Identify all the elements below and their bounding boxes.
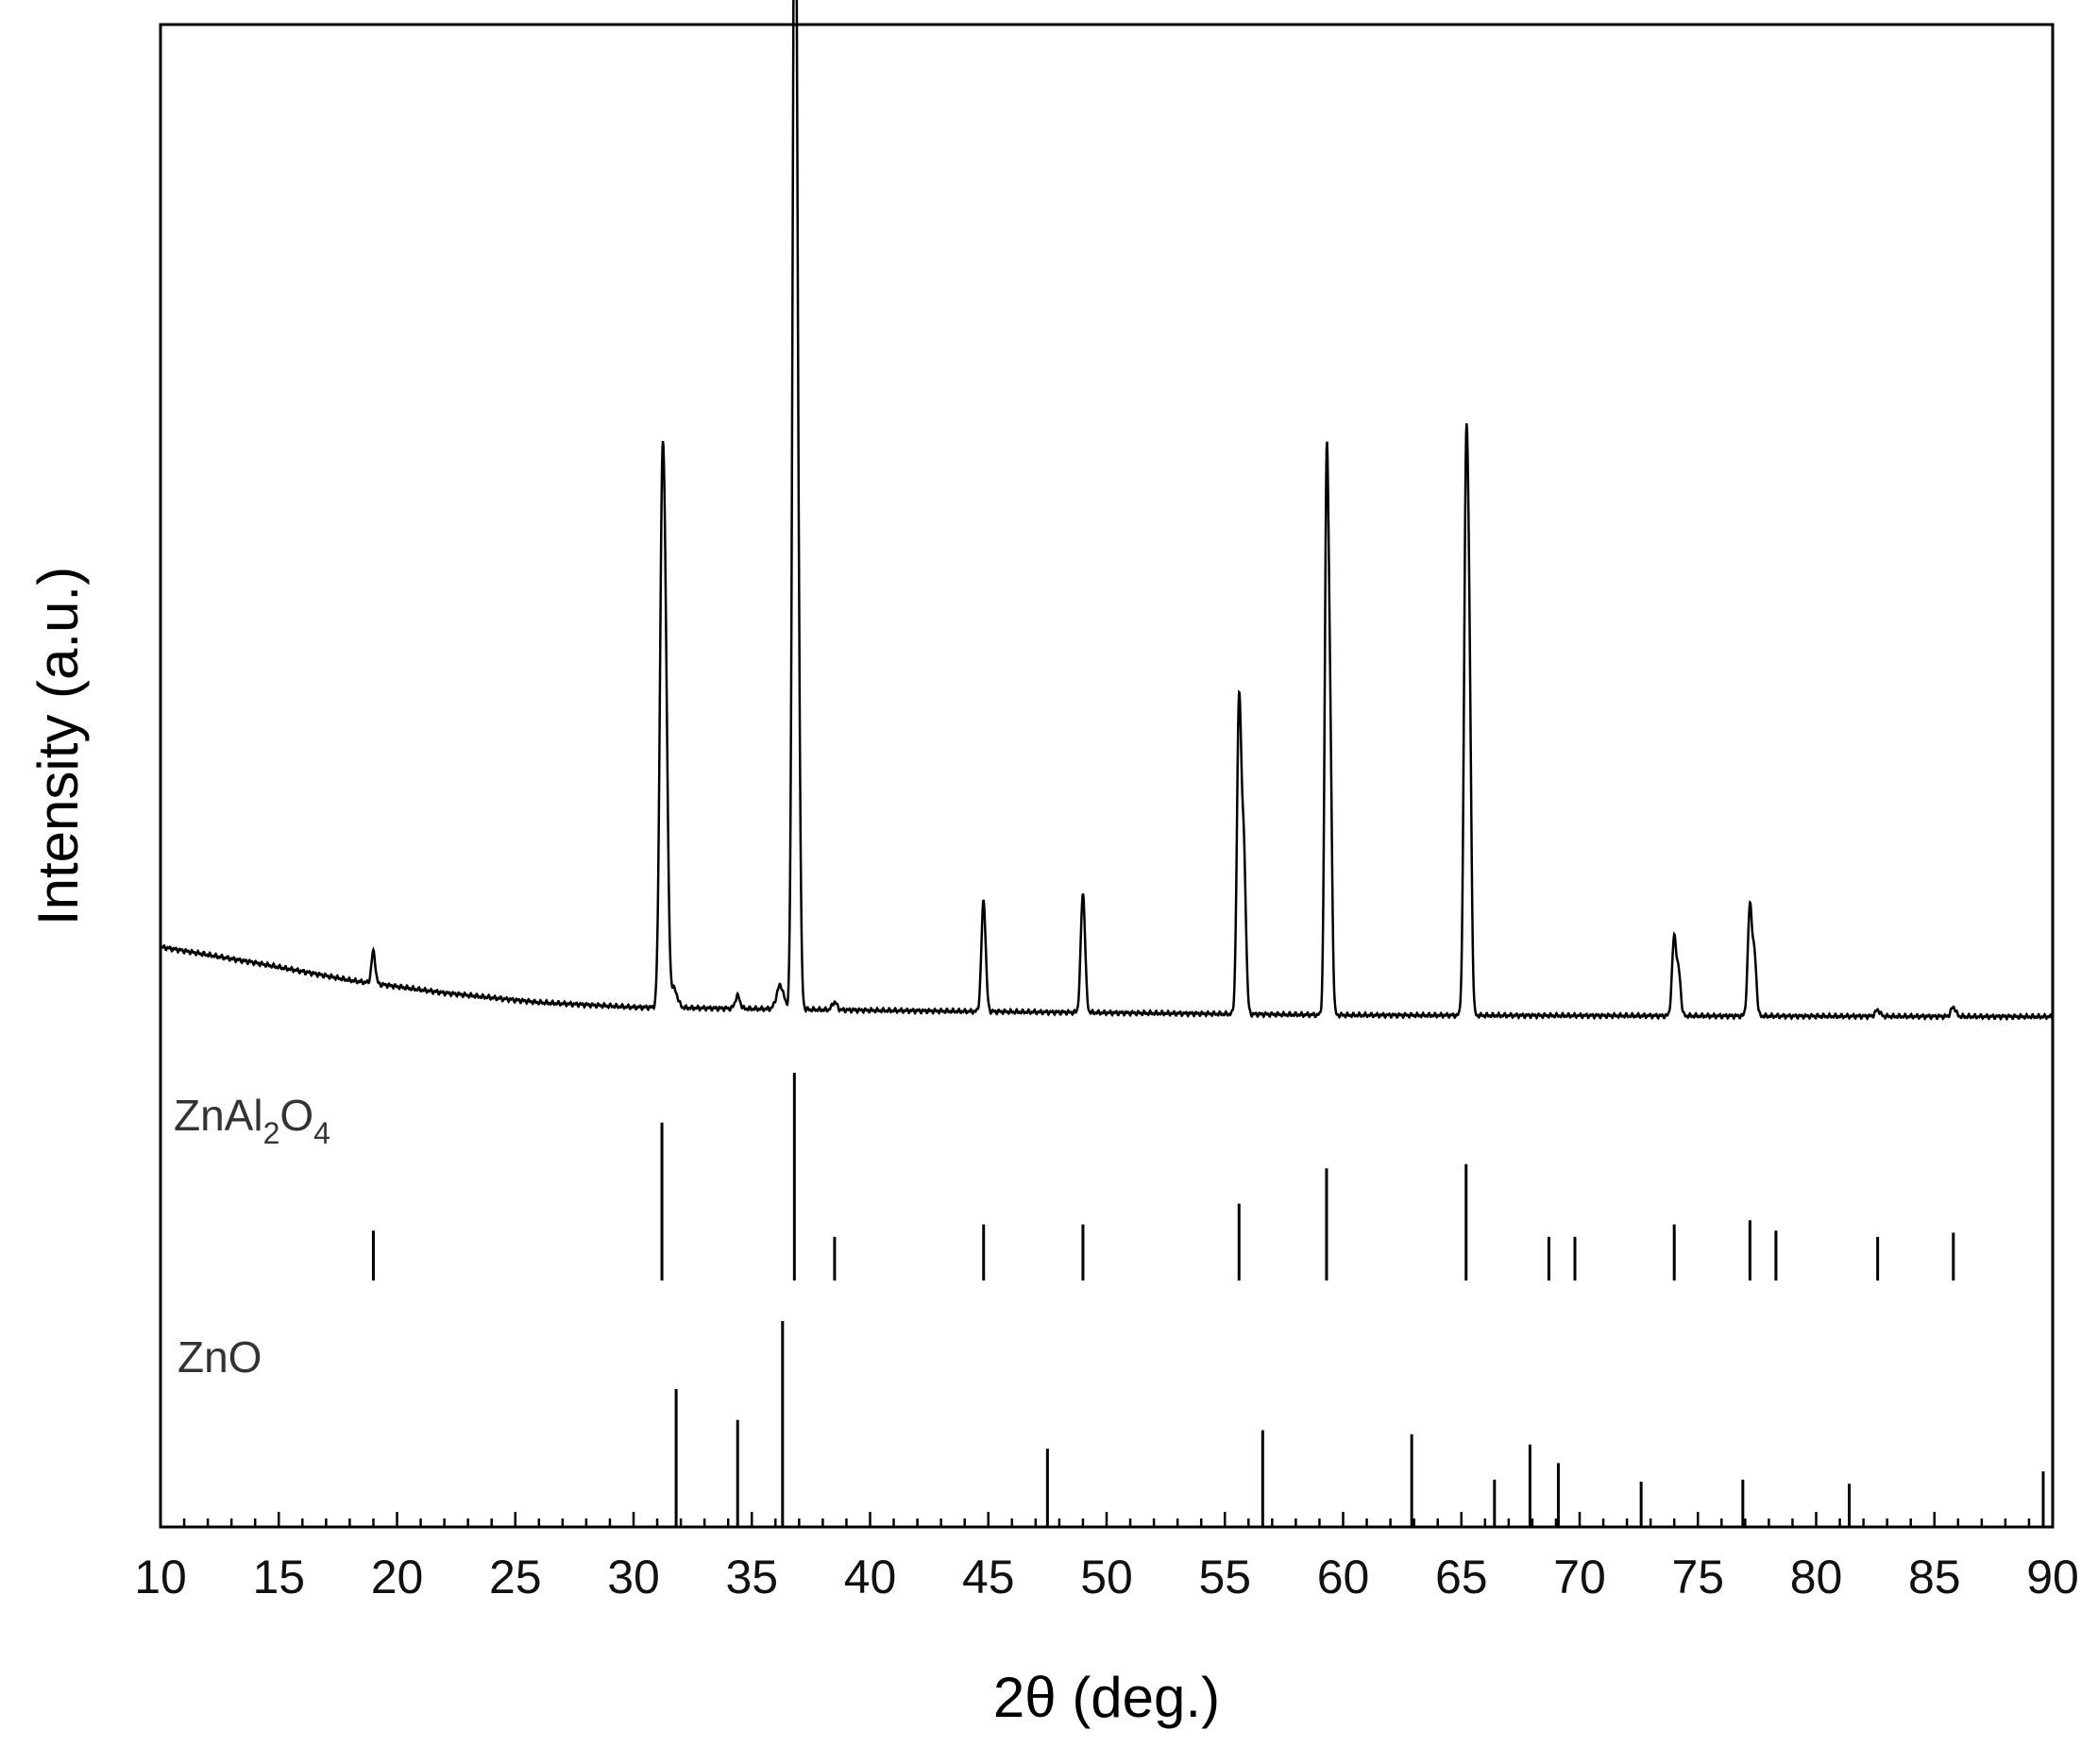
- x-tick-label: 20: [371, 1551, 424, 1603]
- x-tick-label: 90: [2026, 1551, 2079, 1603]
- x-tick-label: 85: [1908, 1551, 1961, 1603]
- x-tick-label: 55: [1198, 1551, 1251, 1603]
- xrd-pattern-line: [159, 0, 2054, 1022]
- znal2o4-label: ZnAl2O4: [174, 1091, 330, 1150]
- x-tick-label: 75: [1671, 1551, 1724, 1603]
- x-tick-label: 60: [1317, 1551, 1370, 1603]
- zno-label: ZnO: [178, 1332, 262, 1382]
- znal2o4-label-sub-1: 2: [263, 1116, 280, 1150]
- x-tick-label: 15: [252, 1551, 305, 1603]
- y-axis-title: Intensity (a.u.): [26, 567, 90, 925]
- x-tick-label: 10: [134, 1551, 187, 1603]
- x-tick-label: 65: [1435, 1551, 1488, 1603]
- x-tick-label: 50: [1080, 1551, 1133, 1603]
- plot-frame: [159, 23, 2055, 1529]
- znal2o4-label-sub-2: 4: [313, 1116, 330, 1150]
- x-axis-ticks: 10 15 20 25 30 35 40 45 50 55 60 65 70 75 80 85 90: [134, 1512, 2079, 1603]
- x-tick-label: 70: [1553, 1551, 1606, 1603]
- znal2o4-label-part-2: O: [279, 1091, 313, 1140]
- x-tick-label: 25: [489, 1551, 542, 1603]
- x-tick-label: 80: [1790, 1551, 1843, 1603]
- xrd-pattern-layer: [159, 0, 2054, 1022]
- reference-patterns-layer: [371, 1073, 2045, 1527]
- x-tick-label: 30: [607, 1551, 660, 1603]
- x-tick-label: 35: [725, 1551, 778, 1603]
- x-axis-title: 2θ (deg.): [993, 1666, 1220, 1729]
- x-tick-label: 40: [844, 1551, 897, 1603]
- x-tick-label: 45: [962, 1551, 1015, 1603]
- znal2o4-label-part-1: ZnAl: [174, 1091, 263, 1140]
